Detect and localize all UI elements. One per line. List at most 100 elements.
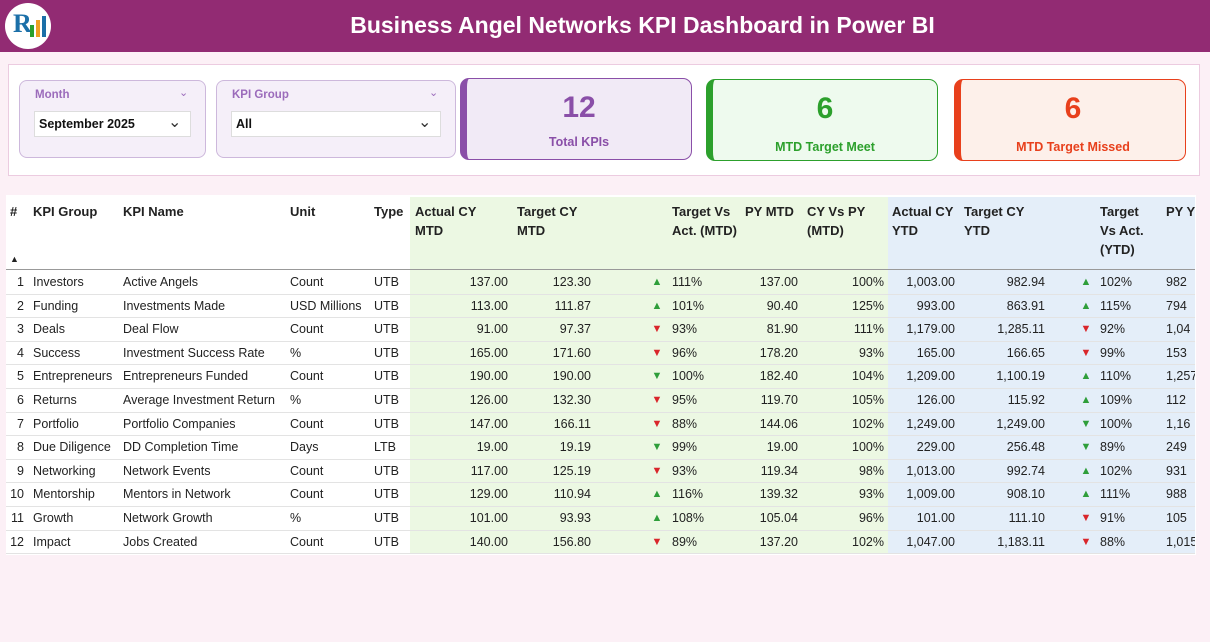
row-rule [6,340,1195,342]
sort-icon[interactable]: ▲ [10,254,19,264]
table-cell: Days [290,440,319,455]
table-cell: 1,009.00 [906,487,955,502]
status-arrow: ▲ [1080,299,1092,312]
table-cell: 88% [1100,534,1126,549]
status-arrow: ▼ [651,441,663,454]
row-rule [6,293,1195,295]
mtd-band [410,197,888,553]
status-arrow: ▲ [1080,370,1092,383]
table-cell: Portfolio [33,416,79,431]
table-cell: LTB [374,440,396,455]
table-cell: 88% [672,416,698,431]
table-cell: Count [290,275,324,289]
table-cell: 93% [858,345,884,360]
table-cell: 166.65 [1006,345,1045,360]
table-cell: 119.34 [760,463,798,478]
table-cell: 249 [1166,440,1187,455]
table-cell: 100% [852,440,884,455]
table-cell: 95% [672,393,698,407]
table-cell: 182.40 [759,369,798,384]
table-cell: 123.30 [552,275,591,289]
dropdown[interactable]: All ⌄ [231,111,441,137]
table-cell: Count [290,534,324,549]
kpi-card: 6 MTD Target Meet [706,79,938,161]
header-rule [6,269,1195,270]
table-cell: 102% [1100,275,1132,289]
chevron: ⌄ [418,114,432,131]
table-cell: Entrepreneurs Funded [123,369,249,384]
table-cell: 100% [672,369,704,384]
column-header: PY MTD [745,204,794,219]
table-cell: 111% [853,322,884,337]
table-cell: 147.00 [469,416,508,431]
status-arrow: ▲ [1080,464,1092,477]
table-cell: 139.32 [759,487,798,502]
table-cell: Returns [33,393,77,407]
table-cell: 3 [17,322,24,337]
table-cell: 129.00 [469,487,508,502]
table-cell: 988 [1166,487,1187,502]
status-arrow: ▼ [651,323,663,336]
table-cell: 166.11 [553,416,591,431]
table-cell: Deals [33,322,65,337]
slicer-label: KPI Group [232,89,289,101]
table-cell: % [290,393,302,407]
status-arrow: ▼ [651,346,663,359]
table-cell: 256.48 [1006,440,1045,455]
table-cell: Count [290,369,324,384]
table-cell: 1,04 [1166,322,1191,337]
table-cell: 171.60 [552,345,591,360]
status-arrow: ▼ [1080,512,1092,524]
table-cell: 93% [672,322,698,337]
table-cell: 1,285.11 [997,322,1045,337]
table-cell: UTB [374,393,399,407]
table-cell: 93% [858,487,884,502]
row-rule [6,435,1195,437]
slicer[interactable]: Month ⌄ September 2025 ⌄ [19,80,206,158]
table-cell: DD Completion Time [123,440,239,455]
table-cell: 140.00 [469,534,508,549]
table-cell: 982 [1166,275,1187,289]
table-cell: Entrepreneurs [33,369,113,384]
table-cell: 105.04 [759,511,798,525]
title: Business Angel Networks KPI Dashboard in… [350,12,935,38]
table-cell: 91.00 [476,322,508,337]
table-cell: 100% [1100,416,1132,431]
table-cell: UTB [374,463,399,478]
kpi-value: 6 [816,92,834,125]
dropdown[interactable]: September 2025 ⌄ [34,111,191,137]
table-cell: 1,16 [1166,416,1191,431]
table-cell: 99% [672,440,698,455]
status-arrow: ▼ [1080,323,1092,336]
table-cell: Mentorship [33,487,95,502]
table-cell: 1,257 [1166,369,1195,384]
table-cell: 137.00 [759,275,798,289]
status-arrow: ▼ [1080,346,1092,359]
status-arrow: ▲ [1080,394,1092,406]
column-header: PY Y [1166,204,1196,219]
table-cell: 993.00 [916,298,955,313]
table-cell: % [290,345,302,360]
table-cell: 116% [672,487,704,502]
header-bar [0,0,1210,52]
table-cell: 93.93 [559,511,591,525]
status-arrow: ▼ [651,394,663,406]
table-cell: 110.94 [553,487,591,502]
kpi-value: 6 [1064,92,1082,125]
table-cell: 110% [1100,369,1132,384]
table-cell: 99% [1100,345,1126,360]
row-rule [6,364,1195,366]
slicer[interactable]: KPI Group ⌄ All ⌄ [216,80,456,158]
dropdown-value: September 2025 [39,117,135,131]
kpi-label: Total KPIs [548,135,610,149]
table-cell: 137.00 [469,275,508,289]
status-arrow: ▼ [651,370,663,383]
status-arrow: ▲ [651,512,663,524]
table-cell: 89% [672,534,698,549]
table-cell: 11 [11,511,24,525]
kpi-label: MTD Target Meet [775,140,875,154]
table-cell: Active Angels [123,275,199,289]
table-cell: 229.00 [916,440,955,455]
table-cell: 863.91 [1006,298,1045,313]
table-cell: UTB [374,275,399,289]
